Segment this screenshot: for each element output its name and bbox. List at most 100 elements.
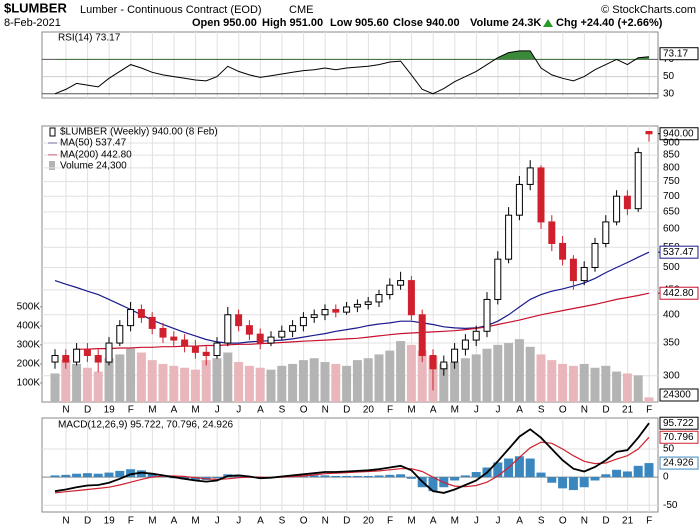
x-tick-label: 19 (104, 405, 116, 416)
y-tick-label: 30 (663, 88, 675, 99)
x-tick-label: D (84, 405, 91, 416)
moving-average (54, 251, 650, 344)
volume-bar (396, 341, 406, 402)
rsi-zone (55, 51, 649, 94)
x-tick-label: J (236, 516, 241, 527)
histogram-bar (104, 472, 114, 478)
hist-last-label-box (659, 456, 699, 470)
x-tick-label: 21 (622, 516, 634, 527)
histogram-bar (374, 475, 384, 478)
macd-last-label: 95.722 (663, 418, 694, 429)
histogram-bar (61, 474, 71, 478)
price-legend: $LUMBER (Weekly) 940.00 (8 Feb) (60, 127, 218, 138)
x-tick-label: 21 (622, 405, 634, 416)
y2-tick-label: 300K (17, 340, 41, 351)
candle-body (256, 333, 264, 344)
x-tick-label: A (430, 516, 437, 527)
signal-last-label: 70.796 (663, 432, 694, 443)
x-tick-label: S (538, 516, 545, 527)
histogram-bar (158, 476, 168, 478)
candle-body (332, 309, 340, 313)
x-tick-label: M (148, 516, 156, 527)
symbol: $LUMBER (4, 0, 67, 15)
volume-bar (298, 360, 308, 402)
histogram-bar (212, 477, 222, 479)
volume-bar (547, 360, 557, 402)
ma200-legend: MA(200) 442.80 (60, 150, 132, 161)
source: © StockCharts.com (601, 4, 696, 16)
volume-bar (374, 354, 384, 402)
histogram-bar (547, 477, 557, 483)
candle-body (83, 348, 91, 357)
x-tick-label: M (407, 516, 415, 527)
quote-change: Chg +24.40 (+2.66%) (556, 17, 663, 29)
x-tick-label: O (300, 405, 308, 416)
quote-open: Open 950.00 (192, 17, 257, 29)
volume-bar (525, 346, 535, 402)
x-tick-label: A (171, 405, 178, 416)
volume-bar (558, 363, 568, 402)
x-tick-label: J (496, 405, 501, 416)
y-tick-label: 50 (663, 71, 675, 82)
volume-bar (514, 339, 524, 402)
volume-last-label-box (659, 388, 699, 402)
macd-line (54, 422, 650, 494)
histogram-bar (644, 463, 654, 478)
volume-bar (158, 363, 168, 402)
candle-body (451, 348, 459, 363)
volume-bar (223, 352, 233, 402)
x-tick-label: J (215, 405, 220, 416)
x-tick-label: O (559, 516, 567, 527)
x-tick-label: D (602, 405, 609, 416)
histogram-bar (428, 477, 438, 492)
volume-bar (460, 358, 470, 402)
volume-bar (568, 365, 578, 402)
x-tick-label: S (538, 405, 545, 416)
candle-body (181, 339, 189, 347)
histogram-bar (93, 473, 103, 478)
candle-body (526, 167, 534, 185)
volume-bar (61, 360, 71, 402)
candle-body (364, 301, 372, 305)
plot: N N D D 19 19 F F M M A A M M J J J J A A S S O O N N D D 20 20 F F M M A A… (17, 32, 699, 527)
histogram-bar (331, 475, 341, 478)
x-tick-label: J (236, 405, 241, 416)
x-tick-label: M (191, 405, 199, 416)
histogram-bar (309, 475, 319, 478)
x-tick-label: N (322, 516, 329, 527)
candle-body (407, 280, 415, 316)
histogram-bar (612, 469, 622, 478)
volume-bar (169, 365, 179, 402)
volume-bar (536, 354, 546, 402)
candle-body (289, 325, 297, 332)
histogram-bar (320, 475, 330, 478)
candle-body (515, 183, 523, 216)
x-tick-label: D (602, 516, 609, 527)
candle-body (472, 330, 480, 341)
volume-bar (633, 375, 643, 402)
candle-body (105, 342, 113, 363)
x-tick-label: D (84, 516, 91, 527)
x-tick-label: J (474, 516, 479, 527)
candle-body (645, 131, 653, 135)
histogram-bar (590, 477, 600, 481)
histogram-bar (147, 473, 157, 478)
candle-body (94, 355, 102, 363)
candle-body (397, 280, 405, 286)
y2-tick-label: 100K (17, 378, 41, 389)
candle-body (127, 309, 135, 327)
candle-body (559, 242, 567, 260)
y-tick-label: 300 (663, 370, 680, 381)
rsi-zone (55, 50, 649, 60)
candle-body (202, 351, 210, 357)
volume-bar (579, 363, 589, 402)
x-tick-label: N (322, 405, 329, 416)
signal-last-label-box (659, 430, 699, 444)
histogram-bar (622, 471, 632, 478)
volume-bar (255, 367, 265, 402)
y-tick-label: 700 (663, 191, 680, 202)
volume-bar (331, 363, 341, 402)
histogram-bar (363, 475, 373, 478)
volume-bar (288, 363, 298, 402)
histogram-bar (568, 477, 578, 491)
